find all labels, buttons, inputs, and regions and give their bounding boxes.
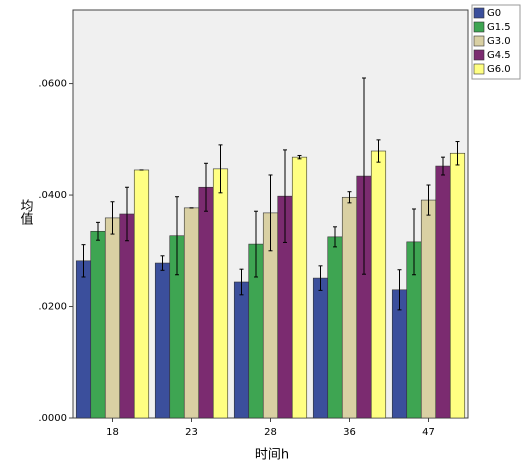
- x-tick-label: 23: [185, 427, 198, 438]
- bar: [198, 186, 214, 419]
- bar: [212, 168, 229, 419]
- bar: [233, 281, 250, 419]
- error-bar: [412, 208, 416, 276]
- error-bar: [362, 77, 366, 275]
- bar: [327, 236, 343, 419]
- bar: [119, 213, 135, 419]
- error-bar: [333, 226, 337, 248]
- y-tick-label: .0400: [38, 190, 67, 201]
- error-bar: [110, 201, 115, 235]
- x-tick-label: 28: [264, 427, 277, 438]
- legend-label: G4.5: [487, 50, 511, 61]
- legend-swatch: [473, 35, 485, 47]
- legend-swatch: [473, 49, 485, 61]
- legend-label: G3.0: [487, 36, 511, 47]
- bar: [90, 230, 106, 419]
- error-bar: [81, 244, 86, 278]
- error-bar: [297, 154, 302, 160]
- bar: [449, 152, 466, 419]
- legend-swatch: [473, 21, 485, 33]
- legend-swatch: [473, 63, 485, 75]
- error-bar: [283, 149, 287, 243]
- error-bar: [96, 221, 100, 241]
- legend-swatch: [473, 7, 485, 19]
- error-bar: [125, 186, 129, 242]
- bar: [312, 277, 329, 419]
- error-bar: [218, 144, 223, 194]
- bar: [104, 217, 121, 419]
- bar: [75, 260, 92, 419]
- error-bar: [347, 191, 352, 204]
- bar: [370, 150, 387, 419]
- error-bar: [239, 268, 244, 296]
- error-bar: [426, 184, 431, 216]
- x-tick-label: 18: [106, 427, 119, 438]
- x-tick-label: 36: [343, 427, 356, 438]
- bar: [133, 169, 150, 419]
- error-bar: [160, 255, 165, 271]
- legend-label: G0: [487, 8, 501, 19]
- y-tick-label: .0000: [38, 413, 67, 424]
- y-tick-label: .0600: [38, 79, 67, 90]
- legend-label: G6.0: [487, 64, 511, 75]
- error-bar: [175, 196, 179, 276]
- error-bar: [376, 139, 381, 163]
- error-bar: [268, 174, 273, 252]
- error-bar: [318, 265, 323, 291]
- error-bar: [397, 269, 402, 311]
- error-bar: [441, 156, 445, 176]
- error-bar: [455, 141, 460, 166]
- bar: [435, 165, 451, 419]
- bar: [341, 196, 358, 419]
- bar: [154, 262, 171, 419]
- bar: [291, 156, 308, 419]
- x-tick-label: 47: [422, 427, 435, 438]
- y-tick-label: .0200: [38, 302, 67, 313]
- bar: [183, 207, 200, 419]
- x-axis-label: 时间h: [255, 448, 289, 463]
- error-bar: [254, 210, 258, 278]
- y-axis-label: 均值: [18, 199, 34, 226]
- error-bar: [204, 162, 208, 212]
- legend-label: G1.5: [487, 22, 511, 33]
- bar: [420, 199, 437, 419]
